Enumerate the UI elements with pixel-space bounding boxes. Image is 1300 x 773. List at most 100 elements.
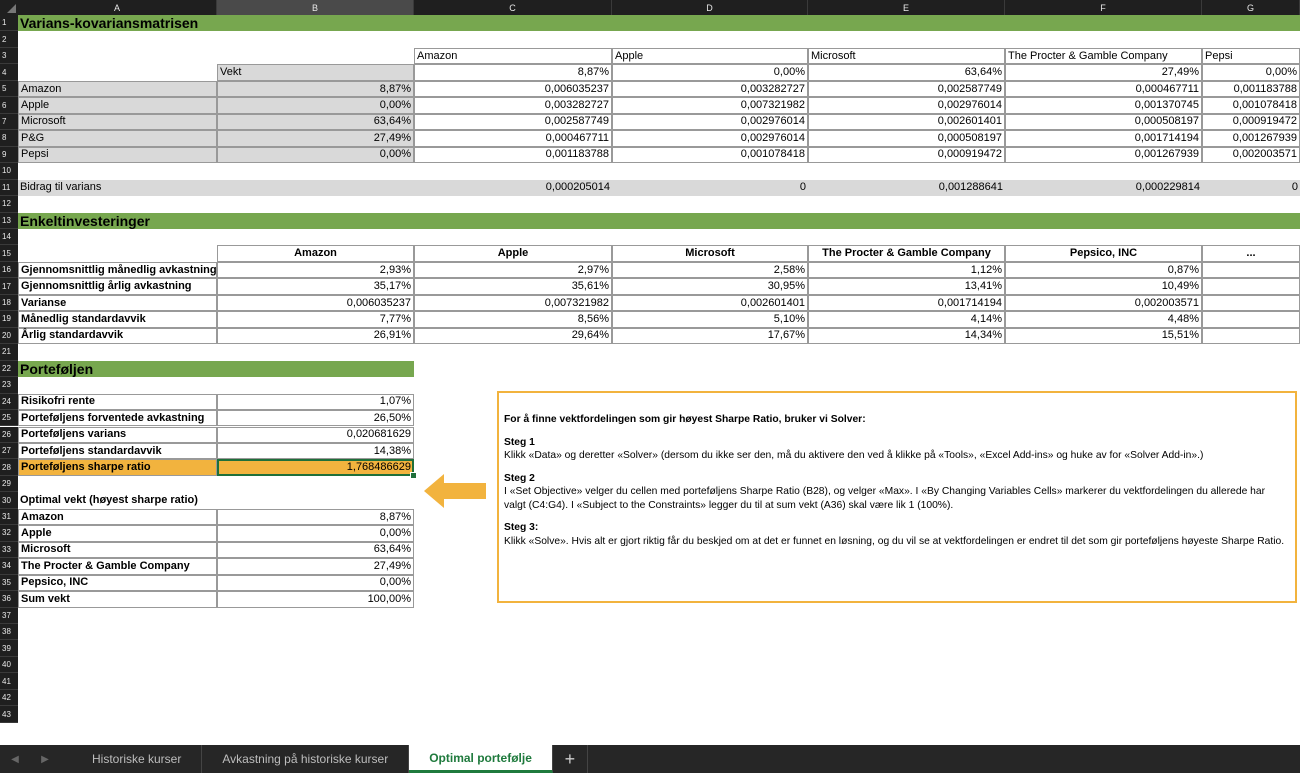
optimal-weight-label[interactable]: Sum vekt: [18, 591, 217, 608]
cov-value-cell[interactable]: 0,002976014: [612, 130, 808, 147]
optimal-weight-value[interactable]: 0,00%: [217, 525, 414, 542]
portfolio-row-label[interactable]: Porteføljens varians: [18, 426, 217, 443]
single-header-cell[interactable]: The Procter & Gamble Company: [808, 245, 1005, 262]
cov-value-cell[interactable]: 0,003282727: [414, 97, 612, 114]
cov-value-cell[interactable]: 0,000467711: [414, 130, 612, 147]
single-row-label[interactable]: Årlig standardavvik: [18, 327, 217, 345]
cov-value-cell[interactable]: 0,001267939: [1005, 146, 1202, 164]
row-header[interactable]: 36: [0, 591, 18, 608]
single-value-cell[interactable]: 0,006035237: [217, 294, 414, 312]
portfolio-row-label[interactable]: Risikofri rente: [18, 393, 217, 411]
sharpe-ratio-cell[interactable]: 1,768486629: [217, 459, 414, 476]
single-header-cell[interactable]: Apple: [414, 245, 612, 262]
column-header-g[interactable]: G: [1202, 0, 1300, 15]
cov-row-name[interactable]: Apple: [18, 97, 217, 114]
portfolio-value-cell[interactable]: 14,38%: [217, 442, 414, 460]
select-all-corner[interactable]: [0, 0, 18, 15]
column-header-a[interactable]: A: [18, 0, 217, 15]
variance-contribution-cell[interactable]: 0,001288641: [808, 179, 1005, 197]
row-header[interactable]: 3: [0, 47, 18, 65]
row-header[interactable]: 5: [0, 80, 18, 98]
cov-value-cell[interactable]: 0,003282727: [612, 80, 808, 98]
section-title-single-investments[interactable]: Enkeltinvesteringer: [18, 212, 1300, 229]
row-header[interactable]: 13: [0, 212, 18, 229]
single-value-cell[interactable]: 0,007321982: [414, 294, 612, 312]
single-value-cell[interactable]: 13,41%: [808, 278, 1005, 295]
cov-value-cell[interactable]: 0,001370745: [1005, 97, 1202, 114]
single-value-cell[interactable]: 30,95%: [612, 278, 808, 295]
single-header-cell[interactable]: Microsoft: [612, 245, 808, 262]
single-value-cell[interactable]: 35,61%: [414, 278, 612, 295]
optimal-weight-label[interactable]: Amazon: [18, 508, 217, 526]
single-value-cell[interactable]: 4,48%: [1005, 311, 1202, 328]
single-row-label[interactable]: Gjennomsnittlig månedlig avkastning: [18, 261, 217, 279]
cov-header-cell[interactable]: The Procter & Gamble Company: [1005, 47, 1202, 65]
row-header[interactable]: 30: [0, 492, 18, 509]
variance-contribution-label[interactable]: Bidrag til varians: [18, 179, 414, 197]
optimal-weight-label[interactable]: Apple: [18, 525, 217, 542]
optimal-weight-label[interactable]: The Procter & Gamble Company: [18, 558, 217, 575]
row-header[interactable]: 12: [0, 196, 18, 213]
row-header[interactable]: 25: [0, 410, 18, 427]
cov-value-cell[interactable]: 0,002976014: [808, 97, 1005, 114]
row-header[interactable]: 28: [0, 459, 18, 476]
optimal-weight-value[interactable]: 0,00%: [217, 574, 414, 592]
row-header[interactable]: 16: [0, 261, 18, 279]
row-header[interactable]: 42: [0, 689, 18, 707]
tab-historiske-kurser[interactable]: Historiske kurser: [72, 745, 203, 773]
row-header[interactable]: 7: [0, 113, 18, 131]
row-header[interactable]: 40: [0, 656, 18, 674]
cov-row-name[interactable]: Pepsi: [18, 146, 217, 164]
row-header[interactable]: 18: [0, 294, 18, 312]
cov-value-cell[interactable]: 0,001267939: [1202, 130, 1300, 147]
tab-optimal-portefolje[interactable]: Optimal portefølje: [409, 745, 553, 773]
row-header[interactable]: 22: [0, 360, 18, 378]
single-empty-cell[interactable]: [1202, 278, 1300, 295]
cov-value-cell[interactable]: 0,002601401: [808, 113, 1005, 131]
cov-value-cell[interactable]: 0,002003571: [1202, 146, 1300, 164]
single-value-cell[interactable]: 29,64%: [414, 327, 612, 345]
cov-value-cell[interactable]: 0,002587749: [808, 80, 1005, 98]
single-value-cell[interactable]: 2,58%: [612, 261, 808, 279]
single-value-cell[interactable]: 0,002601401: [612, 294, 808, 312]
row-header[interactable]: 34: [0, 558, 18, 575]
row-header[interactable]: 35: [0, 574, 18, 592]
row-header[interactable]: 39: [0, 640, 18, 657]
row-header[interactable]: 29: [0, 475, 18, 493]
cov-row-name[interactable]: Amazon: [18, 80, 217, 98]
column-header-d[interactable]: D: [612, 0, 808, 15]
cov-row-weight[interactable]: 0,00%: [217, 97, 414, 114]
cov-value-cell[interactable]: 0,000508197: [808, 130, 1005, 147]
row-header[interactable]: 19: [0, 311, 18, 328]
cov-vekt-label[interactable]: Vekt: [217, 64, 414, 81]
fill-handle[interactable]: [410, 471, 417, 479]
optimal-weight-label[interactable]: Pepsico, INC: [18, 574, 217, 592]
row-header[interactable]: 14: [0, 228, 18, 246]
portfolio-value-cell[interactable]: 1,07%: [217, 393, 414, 411]
row-header[interactable]: 31: [0, 508, 18, 526]
single-header-cell[interactable]: ...: [1202, 245, 1300, 262]
row-header[interactable]: 23: [0, 377, 18, 394]
cov-value-cell[interactable]: 0,001183788: [1202, 80, 1300, 98]
single-row-label[interactable]: Varianse: [18, 294, 217, 312]
single-value-cell[interactable]: 26,91%: [217, 327, 414, 345]
single-value-cell[interactable]: 0,001714194: [808, 294, 1005, 312]
single-value-cell[interactable]: 1,12%: [808, 261, 1005, 279]
cov-weight-cell[interactable]: 0,00%: [612, 64, 808, 81]
single-value-cell[interactable]: 14,34%: [808, 327, 1005, 345]
single-empty-cell[interactable]: [1202, 311, 1300, 328]
cov-row-weight[interactable]: 63,64%: [217, 113, 414, 131]
row-header[interactable]: 21: [0, 344, 18, 361]
cov-header-cell[interactable]: Pepsi: [1202, 47, 1300, 65]
column-header-f[interactable]: F: [1005, 0, 1202, 15]
optimal-weight-value[interactable]: 8,87%: [217, 508, 414, 526]
cov-value-cell[interactable]: 0,002587749: [414, 113, 612, 131]
row-header[interactable]: 38: [0, 624, 18, 641]
cov-row-name[interactable]: Microsoft: [18, 113, 217, 131]
optimal-weight-value[interactable]: 100,00%: [217, 591, 414, 608]
cov-value-cell[interactable]: 0,001183788: [414, 146, 612, 164]
single-empty-cell[interactable]: [1202, 261, 1300, 279]
single-row-label[interactable]: Gjennomsnittlig årlig avkastning: [18, 278, 217, 295]
row-header[interactable]: 27: [0, 442, 18, 460]
row-header[interactable]: 32: [0, 525, 18, 542]
